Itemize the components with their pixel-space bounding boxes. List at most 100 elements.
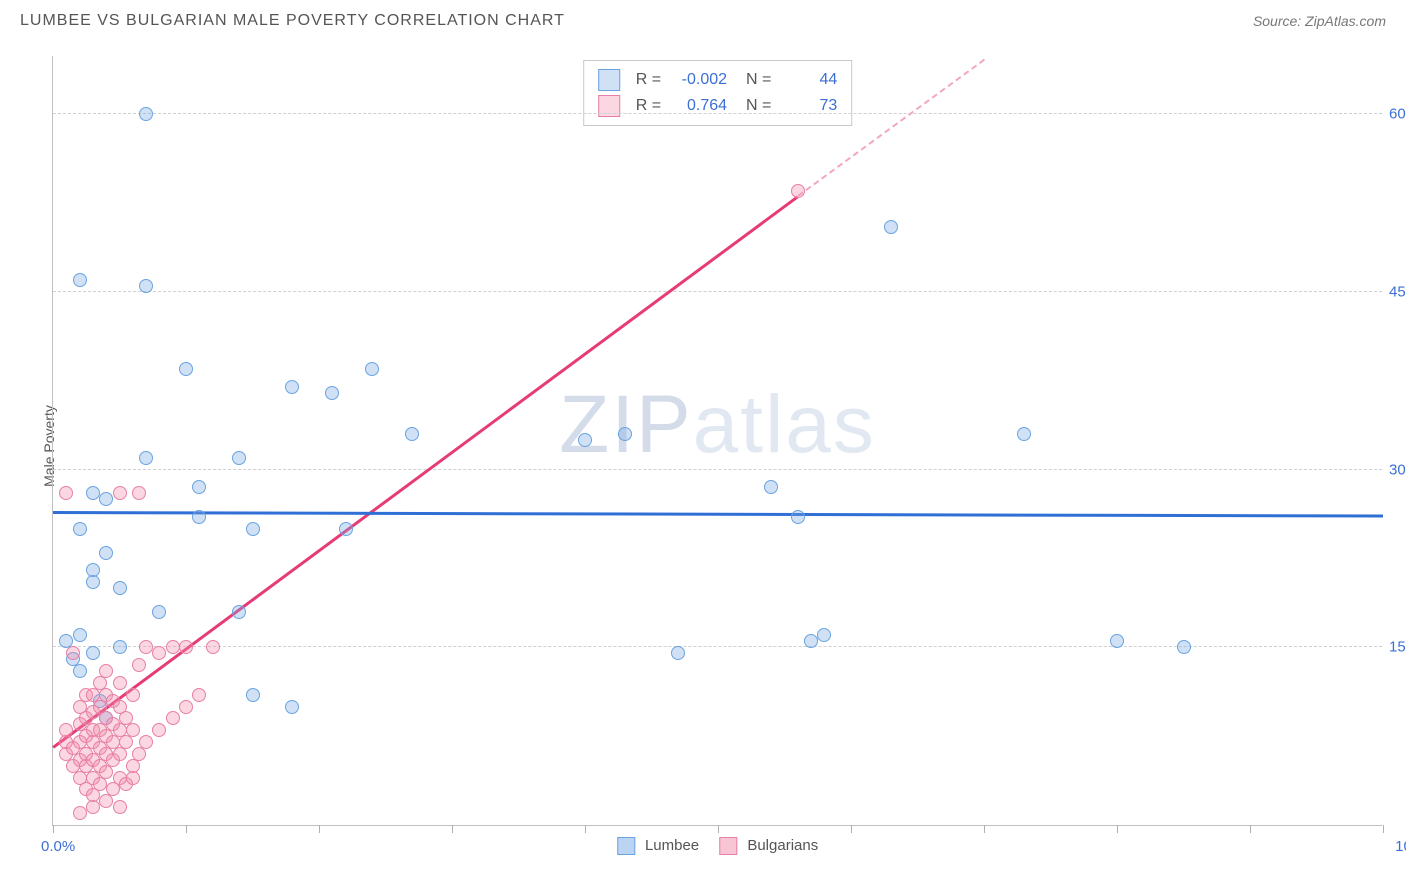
legend-item-lumbee: Lumbee	[617, 837, 699, 855]
data-point	[365, 362, 379, 376]
data-point	[152, 723, 166, 737]
legend-row-lumbee: R = -0.002 N = 44	[598, 67, 838, 93]
x-axis-min: 0.0%	[41, 838, 75, 855]
x-tick	[718, 825, 719, 833]
data-point	[578, 433, 592, 447]
data-point	[817, 628, 831, 642]
data-point	[1110, 634, 1124, 648]
data-point	[66, 646, 80, 660]
data-point	[113, 640, 127, 654]
data-point	[139, 107, 153, 121]
data-point	[192, 688, 206, 702]
data-point	[152, 605, 166, 619]
gridline	[53, 469, 1382, 470]
trend-line	[52, 195, 798, 748]
n-label: N =	[737, 71, 771, 89]
data-point	[671, 646, 685, 660]
x-tick	[452, 825, 453, 833]
data-point	[764, 480, 778, 494]
legend-item-bulgarians: Bulgarians	[719, 837, 818, 855]
x-axis-max: 100.0%	[1395, 838, 1406, 855]
gridline	[53, 113, 1382, 114]
data-point	[206, 640, 220, 654]
chart-title: LUMBEE VS BULGARIAN MALE POVERTY CORRELA…	[20, 12, 565, 30]
data-point	[99, 664, 113, 678]
data-point	[618, 427, 632, 441]
watermark: ZIPatlas	[559, 378, 876, 472]
data-point	[139, 735, 153, 749]
swatch-icon	[617, 837, 635, 855]
data-point	[246, 688, 260, 702]
data-point	[73, 628, 87, 642]
data-point	[179, 640, 193, 654]
data-point	[139, 279, 153, 293]
data-point	[884, 220, 898, 234]
x-tick	[984, 825, 985, 833]
trend-line	[53, 511, 1383, 517]
chart-header: LUMBEE VS BULGARIAN MALE POVERTY CORRELA…	[0, 0, 1406, 38]
swatch-icon	[719, 837, 737, 855]
data-point	[99, 492, 113, 506]
swatch-lumbee	[598, 69, 620, 91]
x-tick	[319, 825, 320, 833]
y-tick-label: 60.0%	[1389, 106, 1406, 123]
chart-plot-area: ZIPatlas R = -0.002 N = 44 R = 0.764 N =…	[52, 56, 1382, 826]
data-point	[325, 386, 339, 400]
data-point	[113, 581, 127, 595]
data-point	[1017, 427, 1031, 441]
data-point	[285, 380, 299, 394]
data-point	[166, 640, 180, 654]
data-point	[139, 640, 153, 654]
data-point	[99, 546, 113, 560]
series-legend: Lumbee Bulgarians	[617, 837, 818, 855]
source-label: Source: ZipAtlas.com	[1253, 13, 1386, 29]
data-point	[113, 800, 127, 814]
data-point	[73, 664, 87, 678]
x-tick	[1117, 825, 1118, 833]
data-point	[232, 451, 246, 465]
data-point	[73, 522, 87, 536]
gridline	[53, 291, 1382, 292]
data-point	[339, 522, 353, 536]
data-point	[804, 634, 818, 648]
legend-row-bulgarians: R = 0.764 N = 73	[598, 93, 838, 119]
n-value-lumbee: 44	[781, 71, 837, 89]
x-tick	[585, 825, 586, 833]
data-point	[86, 646, 100, 660]
legend-label: Lumbee	[645, 837, 699, 854]
y-tick-label: 30.0%	[1389, 461, 1406, 478]
data-point	[179, 700, 193, 714]
x-tick	[1250, 825, 1251, 833]
data-point	[192, 480, 206, 494]
data-point	[86, 800, 100, 814]
data-point	[139, 451, 153, 465]
x-tick	[186, 825, 187, 833]
legend-label: Bulgarians	[747, 837, 818, 854]
data-point	[126, 688, 140, 702]
data-point	[1177, 640, 1191, 654]
data-point	[59, 486, 73, 500]
data-point	[126, 771, 140, 785]
r-value-lumbee: -0.002	[671, 71, 727, 89]
data-point	[113, 676, 127, 690]
data-point	[126, 723, 140, 737]
data-point	[86, 486, 100, 500]
x-tick	[851, 825, 852, 833]
data-point	[285, 700, 299, 714]
data-point	[192, 510, 206, 524]
x-tick	[53, 825, 54, 833]
data-point	[791, 510, 805, 524]
data-point	[73, 273, 87, 287]
data-point	[86, 563, 100, 577]
data-point	[132, 658, 146, 672]
data-point	[179, 362, 193, 376]
correlation-legend: R = -0.002 N = 44 R = 0.764 N = 73	[583, 60, 853, 126]
data-point	[166, 711, 180, 725]
data-point	[232, 605, 246, 619]
data-point	[113, 486, 127, 500]
y-tick-label: 15.0%	[1389, 639, 1406, 656]
data-point	[405, 427, 419, 441]
data-point	[246, 522, 260, 536]
data-point	[73, 806, 87, 820]
data-point	[791, 184, 805, 198]
